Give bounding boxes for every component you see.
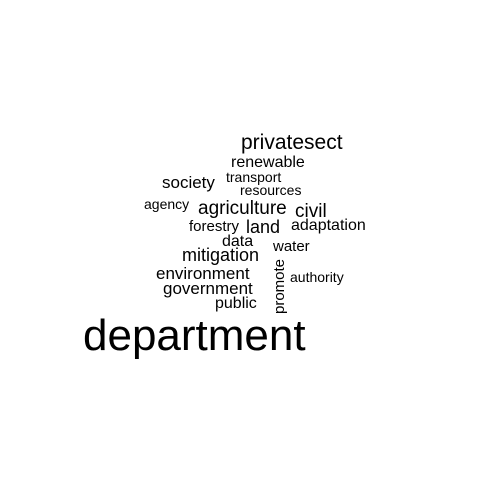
word-adaptation: adaptation <box>291 217 366 234</box>
word-environment: environment <box>156 264 250 283</box>
word-public: public <box>215 295 257 312</box>
word-resources: resources <box>240 182 302 198</box>
word-authority: authority <box>290 269 344 285</box>
word-civil: civil <box>295 201 327 222</box>
word-government: government <box>163 279 253 298</box>
word-mitigation: mitigation <box>182 245 260 265</box>
word-renewable: renewable <box>231 154 305 171</box>
word-land: land <box>246 217 281 237</box>
word-water: water <box>273 238 310 255</box>
word-data: data <box>222 233 254 250</box>
word-promote: promote <box>271 258 288 314</box>
word-forestry: forestry <box>189 218 240 235</box>
word-agriculture: agriculture <box>198 198 287 219</box>
word-transport: transport <box>226 169 282 185</box>
word-department: department <box>83 311 306 360</box>
word-agency: agency <box>144 196 190 212</box>
word-society: society <box>162 173 215 192</box>
word-privatesect: privatesect <box>241 131 343 154</box>
